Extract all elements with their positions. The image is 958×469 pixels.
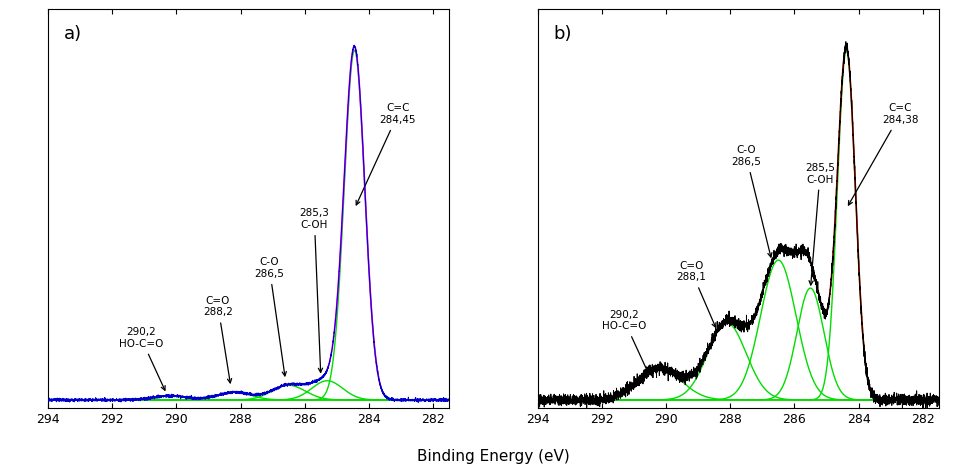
Text: C-O
286,5: C-O 286,5 [731,145,772,257]
Text: Binding Energy (eV): Binding Energy (eV) [417,449,570,464]
Text: a): a) [64,25,82,43]
Text: C-O
286,5: C-O 286,5 [255,257,286,376]
Text: 285,5
C-OH: 285,5 C-OH [805,163,835,285]
Text: C=O
288,2: C=O 288,2 [203,296,233,383]
Text: C=O
288,1: C=O 288,1 [676,261,716,327]
Text: 290,2
HO-C=O: 290,2 HO-C=O [602,310,649,373]
Text: 285,3
C-OH: 285,3 C-OH [300,208,330,372]
Text: 290,2
HO-C=O: 290,2 HO-C=O [119,327,165,390]
Text: b): b) [554,25,572,43]
Text: C=C
284,45: C=C 284,45 [356,104,416,205]
Text: C=C
284,38: C=C 284,38 [849,104,919,205]
